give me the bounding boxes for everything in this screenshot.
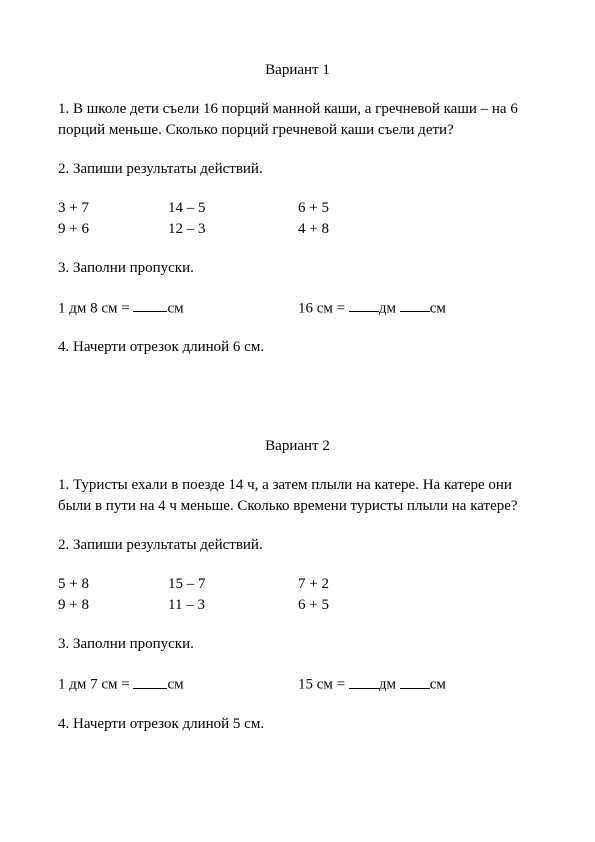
- question-2-grid: 9 + 6 12 – 3 4 + 8: [58, 219, 537, 240]
- expr-cell: 11 – 3: [168, 595, 298, 616]
- question-2-grid: 3 + 7 14 – 5 6 + 5: [58, 198, 537, 219]
- fill-text: дм: [379, 300, 400, 316]
- expr-cell: 7 + 2: [298, 574, 398, 595]
- question-2-label: 2. Запиши результаты действий.: [58, 159, 537, 180]
- question-1: 1. Туристы ехали в поезде 14 ч, а затем …: [58, 475, 537, 517]
- expr-cell: 6 + 5: [298, 595, 398, 616]
- fill-text: см: [167, 300, 183, 316]
- question-3-content: 1 дм 8 см = см 16 см = дм см: [58, 297, 537, 319]
- page: Вариант 1 1. В школе дети съели 16 порци…: [0, 0, 595, 793]
- question-3-content: 1 дм 7 см = см 15 см = дм см: [58, 673, 537, 695]
- expr-cell: 9 + 8: [58, 595, 168, 616]
- blank-line: [133, 673, 167, 688]
- expr-cell: 4 + 8: [298, 219, 398, 240]
- question-2-grid: 5 + 8 15 – 7 7 + 2: [58, 574, 537, 595]
- question-3-label: 3. Заполни пропуски.: [58, 634, 537, 655]
- fill-right: 15 см = дм см: [298, 673, 446, 695]
- blank-line: [349, 673, 379, 688]
- blank-line: [400, 297, 430, 312]
- expr-cell: 15 – 7: [168, 574, 298, 595]
- fill-text: см: [430, 300, 446, 316]
- fill-text: см: [430, 677, 446, 693]
- expr-cell: 9 + 6: [58, 219, 168, 240]
- blank-line: [400, 673, 430, 688]
- expr-cell: 5 + 8: [58, 574, 168, 595]
- fill-text: см: [167, 677, 183, 693]
- question-4: 4. Начерти отрезок длиной 5 см.: [58, 714, 537, 735]
- expr-cell: 14 – 5: [168, 198, 298, 219]
- fill-right: 16 см = дм см: [298, 297, 446, 319]
- fill-text: дм: [379, 677, 400, 693]
- variant-title: Вариант 2: [58, 436, 537, 457]
- blank-line: [349, 297, 379, 312]
- question-4: 4. Начерти отрезок длиной 6 см.: [58, 337, 537, 358]
- variant-title: Вариант 1: [58, 60, 537, 81]
- question-2-label: 2. Запиши результаты действий.: [58, 535, 537, 556]
- question-2-grid: 9 + 8 11 – 3 6 + 5: [58, 595, 537, 616]
- fill-left: 1 дм 7 см = см: [58, 673, 298, 695]
- expr-cell: 3 + 7: [58, 198, 168, 219]
- question-3-label: 3. Заполни пропуски.: [58, 258, 537, 279]
- fill-text: 1 дм 8 см =: [58, 300, 133, 316]
- expr-cell: 12 – 3: [168, 219, 298, 240]
- fill-text: 16 см =: [298, 300, 349, 316]
- blank-line: [133, 297, 167, 312]
- fill-text: 1 дм 7 см =: [58, 677, 133, 693]
- expr-cell: 6 + 5: [298, 198, 398, 219]
- fill-left: 1 дм 8 см = см: [58, 297, 298, 319]
- variant-gap: [58, 376, 537, 436]
- fill-text: 15 см =: [298, 677, 349, 693]
- question-1: 1. В школе дети съели 16 порций манной к…: [58, 99, 537, 141]
